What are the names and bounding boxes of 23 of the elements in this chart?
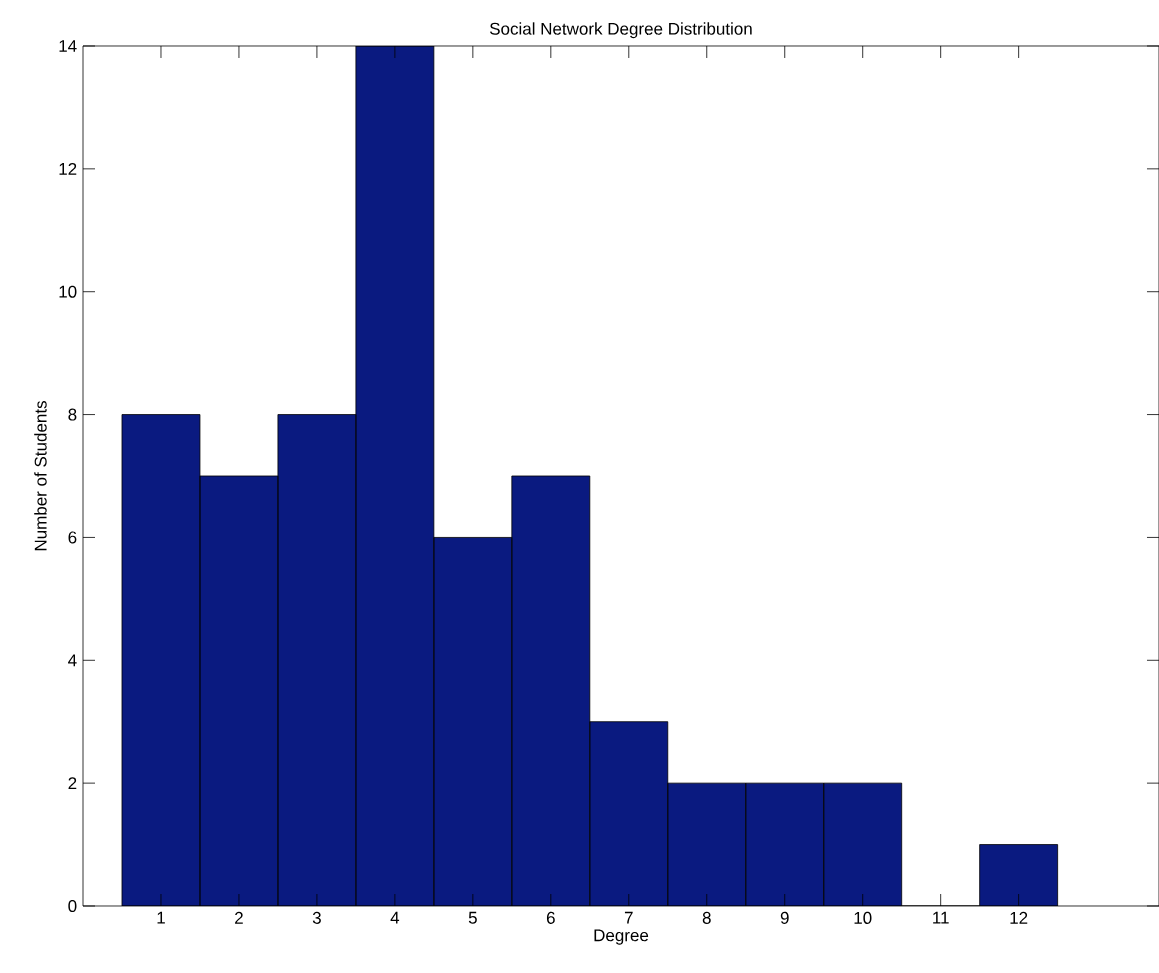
x-tick-label: 12 <box>1010 911 1028 924</box>
x-tick-label: 10 <box>854 911 872 924</box>
y-tick-label: 14 <box>59 40 77 52</box>
y-tick-label: 4 <box>68 654 77 667</box>
y-tick-label: 12 <box>59 162 77 175</box>
x-tick-label: 7 <box>624 911 633 924</box>
x-tick-label: 6 <box>546 911 555 924</box>
x-tick-label: 2 <box>235 911 243 924</box>
y-tick-label: 0 <box>68 899 77 913</box>
y-tick-label: 10 <box>59 285 77 298</box>
x-axis-title: Degree <box>594 929 649 945</box>
x-tick-label: 3 <box>312 911 321 924</box>
x-tick-label: 8 <box>702 911 711 924</box>
x-tick-label: 5 <box>468 911 477 924</box>
chart-title: Social Network Degree Distribution <box>489 22 752 39</box>
y-tick-label: 2 <box>68 777 77 790</box>
y-tick-label: 8 <box>68 408 77 421</box>
x-tick-label: 9 <box>780 911 789 924</box>
x-tick-label: 4 <box>390 911 400 924</box>
y-tick-label: 6 <box>68 531 77 544</box>
y-axis-title: Number of Students <box>34 401 47 551</box>
x-tick-label: 1 <box>157 911 165 924</box>
x-tick-label: 11 <box>933 911 949 924</box>
